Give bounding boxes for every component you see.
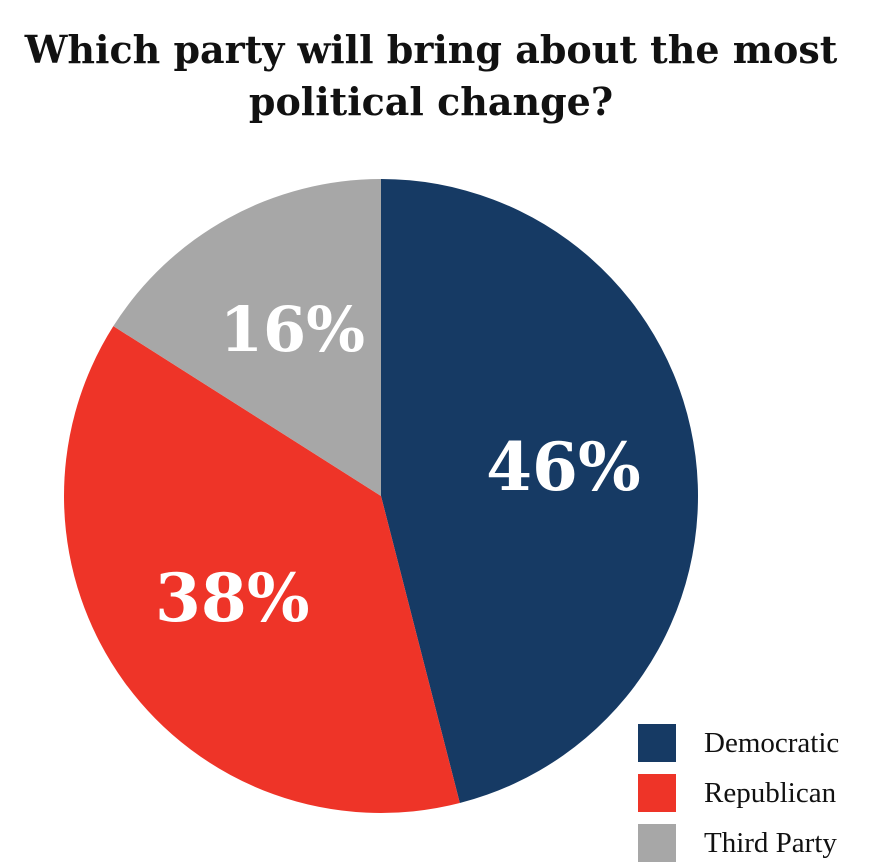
- legend-item-democratic: Democratic: [638, 718, 839, 768]
- legend-label-third-party: Third Party: [704, 826, 837, 859]
- pie-slice-democratic: [381, 179, 699, 804]
- legend-label-republican: Republican: [704, 776, 837, 809]
- legend-swatch-democratic: [638, 724, 676, 762]
- slice-label-democratic: 46%: [486, 428, 641, 506]
- slice-label-third-party: 16%: [220, 293, 365, 366]
- legend-swatch-third-party: [638, 824, 676, 862]
- pie-slice-third-party: [113, 179, 381, 496]
- legend-label-democratic: Democratic: [704, 726, 840, 759]
- chart-title: Which party will bring about the most po…: [24, 27, 838, 124]
- pie-slice-republican: [63, 326, 460, 813]
- slice-label-republican: 38%: [155, 559, 310, 637]
- legend-item-republican: Republican: [638, 768, 839, 818]
- legend-swatch-republican: [638, 774, 676, 812]
- legend: Democratic Republican Third Party: [638, 718, 839, 868]
- legend-item-third-party: Third Party: [638, 818, 839, 868]
